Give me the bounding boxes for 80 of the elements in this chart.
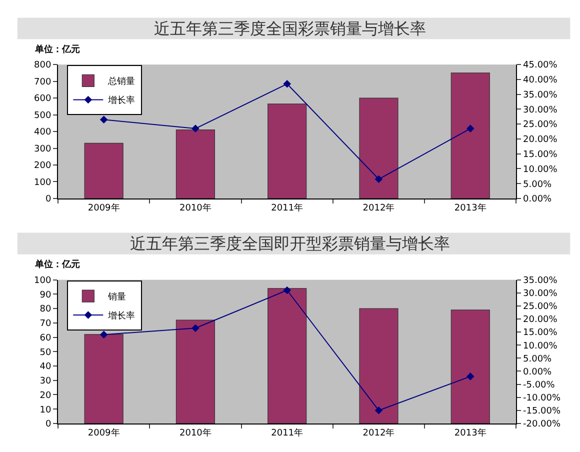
y-tick-label: 200: [34, 161, 52, 172]
x-tick-label: 2010年: [180, 427, 212, 438]
y2-tick-label: 25.00%: [523, 120, 558, 130]
point: [466, 124, 474, 132]
point: [374, 175, 383, 184]
bar: [359, 98, 398, 198]
point: [283, 286, 291, 294]
x-tick-label: 2012年: [362, 202, 395, 214]
point: [283, 80, 291, 88]
y2-tick-label: 25.00%: [523, 302, 558, 312]
y-tick-label: 600: [34, 94, 52, 104]
y2-tick-label: 10.00%: [523, 164, 558, 175]
bar: [84, 142, 124, 198]
y-tick-label: 70: [40, 319, 52, 330]
y2-tick-label: 30.00%: [523, 105, 558, 116]
x-tick-label: 2013年: [454, 202, 486, 214]
bar: [450, 310, 490, 424]
point: [100, 116, 108, 124]
y-tick-label: 700: [34, 77, 52, 88]
y2-tick-label: 45.00%: [523, 60, 558, 71]
chart-title: 近五年第三季度全国彩票销量与增长率: [154, 19, 426, 38]
y2-tick-label: 0.00%: [523, 194, 552, 205]
point: [192, 124, 200, 132]
bar: [176, 130, 215, 198]
y2-tick-label: 35.00%: [523, 276, 558, 286]
x-tick-label: 2011年: [271, 202, 304, 214]
y-tick-label: 500: [34, 110, 52, 121]
y-tick-label: 80: [40, 304, 52, 315]
x-tick-label: 2011年: [271, 427, 304, 438]
y2-tick-label: 15.00%: [523, 328, 558, 338]
y-tick-label: 50: [40, 348, 52, 358]
bar: [268, 104, 307, 198]
y-tick-label: 30: [40, 376, 52, 387]
y2-tick-label: 10.00%: [523, 341, 558, 352]
y2-tick-label: 30.00%: [523, 289, 558, 300]
y2-tick-label: 0.00%: [523, 367, 552, 378]
bar: [176, 320, 215, 424]
x-tick-label: 2013年: [454, 427, 486, 438]
y-tick-label: 90: [40, 290, 52, 300]
y2-tick-label: -10.00%: [523, 393, 562, 404]
point: [100, 330, 108, 339]
y2-tick-label: 5.00%: [523, 354, 552, 364]
y-tick-label: 60: [40, 333, 52, 344]
legend-label: 总销量: [107, 76, 136, 88]
y2-tick-label: 35.00%: [523, 90, 558, 100]
y2-tick-label: -5.00%: [523, 380, 556, 390]
x-tick-label: 2010年: [180, 202, 212, 214]
point: [466, 372, 474, 380]
y2-tick-label: -20.00%: [523, 420, 562, 430]
point: [192, 324, 200, 332]
y-tick-label: 0: [45, 420, 52, 430]
y-tick-label: 400: [34, 128, 52, 138]
y-tick-label: 20: [40, 390, 52, 401]
y-tick-label: 300: [34, 144, 52, 154]
y2-tick-label: 20.00%: [523, 315, 558, 326]
bar: [450, 72, 490, 198]
bar: [359, 308, 398, 424]
bar: [268, 288, 307, 424]
y2-tick-label: 5.00%: [523, 180, 552, 190]
x-tick-label: 2009年: [88, 202, 120, 214]
bar: [84, 334, 124, 424]
x-tick-label: 2012年: [362, 427, 395, 438]
y2-tick-label: 15.00%: [523, 150, 558, 160]
text: 单位：亿元: [34, 44, 80, 55]
y-tick-label: 0: [45, 194, 52, 205]
chart-title: 近五年第三季度全国即开型彩票销量与增长率: [130, 234, 450, 253]
legend-label: 销量: [107, 292, 126, 303]
y-tick-label: 100: [34, 178, 52, 188]
point: [374, 406, 383, 414]
legend-label: 增长率: [107, 95, 136, 106]
y-tick-label: 40: [40, 362, 52, 372]
y2-tick-label: 20.00%: [523, 135, 558, 146]
y2-tick-label: -15.00%: [523, 406, 562, 417]
y-tick-label: 10: [40, 405, 52, 416]
y-tick-label: 800: [34, 60, 52, 71]
y2-tick-label: 40.00%: [523, 76, 558, 86]
x-tick-label: 2009年: [88, 427, 120, 438]
y-tick-label: 100: [34, 276, 52, 286]
text: 单位：亿元: [34, 259, 80, 270]
legend-label: 增长率: [107, 310, 136, 322]
